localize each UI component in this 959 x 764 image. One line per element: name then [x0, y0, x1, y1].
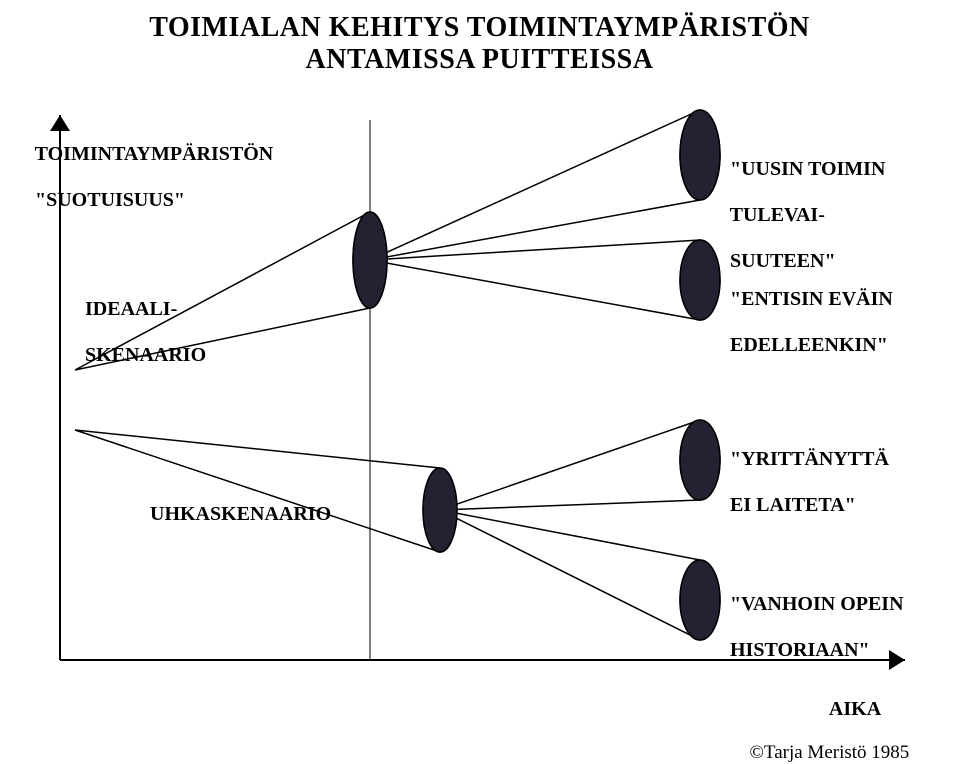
scenario-diagram [0, 0, 959, 749]
